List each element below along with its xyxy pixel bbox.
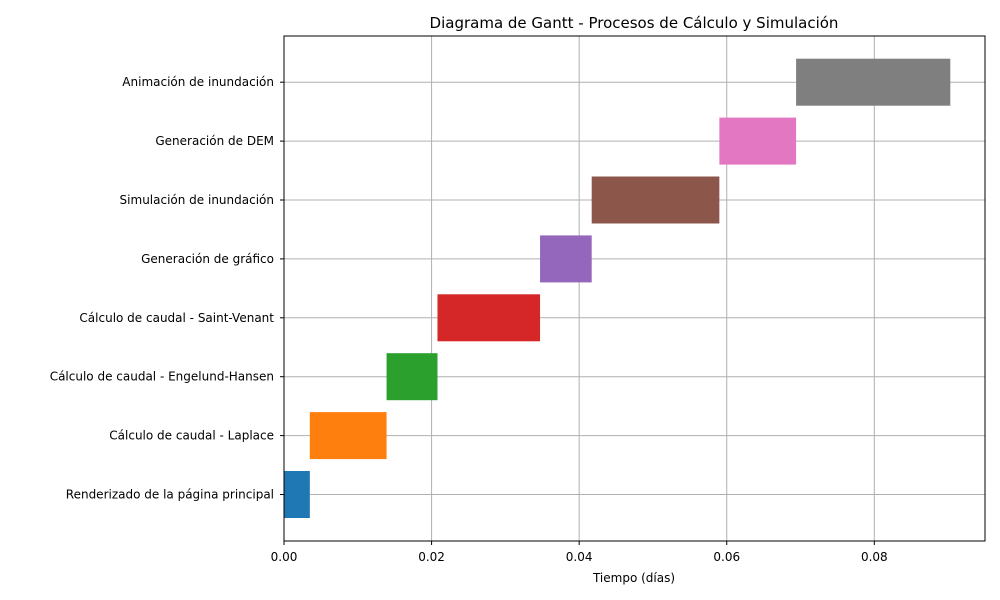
x-tick-label: 0.02 [418, 550, 445, 564]
gantt-bar [591, 176, 720, 224]
x-tick-label: 0.00 [271, 550, 298, 564]
x-tick-label: 0.08 [861, 550, 888, 564]
y-tick-label: Cálculo de caudal - Saint-Venant [79, 311, 274, 325]
gantt-bar [386, 353, 438, 401]
gantt-bar [796, 58, 951, 106]
gantt-bar [540, 235, 592, 283]
y-tick-label: Generación de DEM [155, 134, 274, 148]
gantt-bar [719, 117, 797, 165]
chart-title: Diagrama de Gantt - Procesos de Cálculo … [430, 14, 839, 32]
plot-frame [283, 35, 986, 542]
gantt-bar [437, 294, 541, 342]
y-tick-label: Generación de gráfico [141, 252, 274, 266]
x-tick-label: 0.04 [566, 550, 593, 564]
gantt-bar [309, 412, 387, 460]
y-tick-label: Cálculo de caudal - Engelund-Hansen [50, 370, 274, 384]
y-tick-label: Animación de inundación [122, 75, 274, 89]
y-tick-label: Simulación de inundación [120, 193, 274, 207]
y-tick-label: Cálculo de caudal - Laplace [109, 429, 274, 443]
x-axis-label: Tiempo (días) [592, 571, 675, 585]
x-tick-label: 0.06 [713, 550, 740, 564]
gantt-bar [284, 471, 310, 518]
bars [284, 58, 951, 518]
grid [283, 36, 985, 541]
ticks: 0.00 0.02 0.04 0.06 0.08 Renderizado de la pá… [50, 75, 888, 564]
y-tick-label: Renderizado de la página principal [66, 488, 274, 502]
